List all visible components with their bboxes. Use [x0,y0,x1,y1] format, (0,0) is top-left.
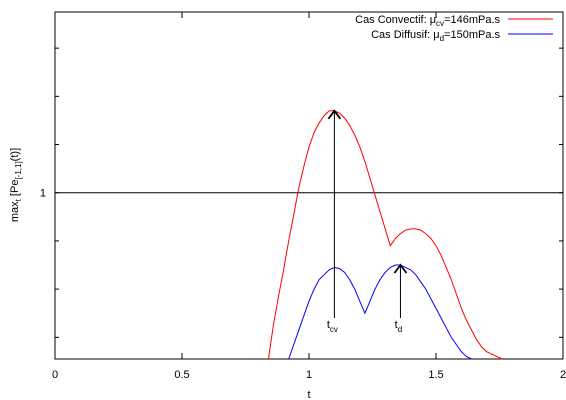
x-tick-label: 2 [560,369,566,381]
x-tick-label: 1.5 [428,369,443,381]
axis-ticks: 0 0.5 1 1.5 2 1 [40,12,566,381]
legend-label-diffusif: Cas Diffusif: μd=150mPa.s [371,29,500,43]
legend-label-convectif: Cas Convectif: μcv=146mPa.s [355,14,500,28]
arrow-label-0: tcv [327,319,338,334]
x-tick-label: 0.5 [174,369,189,381]
x-tick-label: 1 [306,369,312,381]
x-axis-label: t [307,389,310,400]
legend: Cas Convectif: μcv=146mPa.s Cas Diffusif… [355,14,553,43]
y-axis-label: maxt [Pe[-1,1](t)] [9,148,23,222]
arrow-head-1 [393,263,408,274]
series-line-1 [288,264,472,360]
series-line-0 [267,110,503,360]
y-tick-label: 1 [40,188,46,200]
x-tick-label: 0 [52,369,58,381]
plot-frame [54,11,564,360]
arrow-head-0 [327,109,342,120]
arrow-label-1: td [395,319,403,334]
series-layer [267,110,503,360]
arrow-layer: tcv td [327,109,408,334]
